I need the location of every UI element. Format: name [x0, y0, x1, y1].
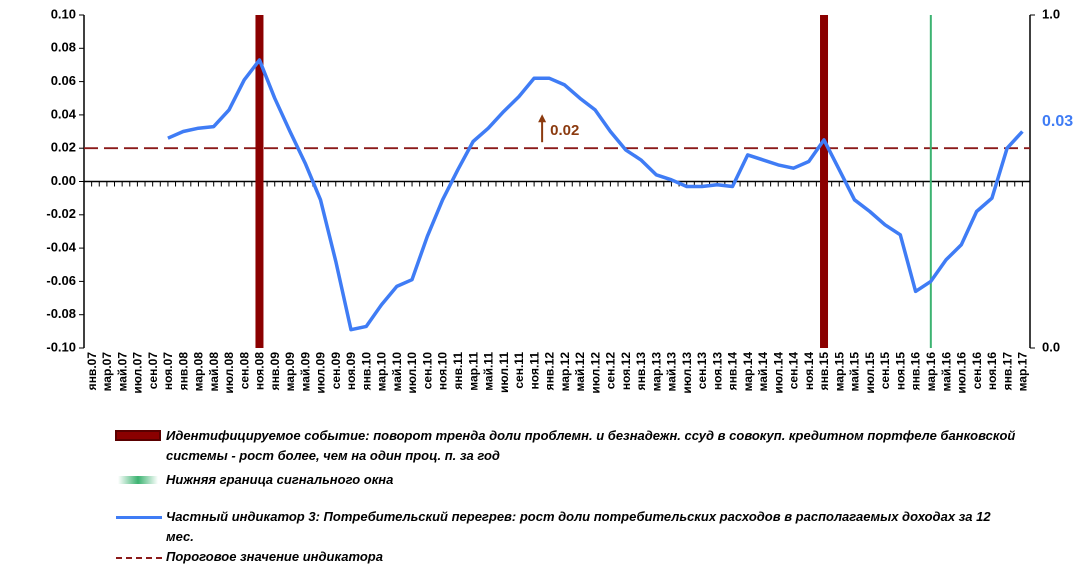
x-tick-label: сен.09 [329, 352, 343, 390]
x-tick-label: мар.14 [741, 352, 755, 392]
x-tick-label: май.07 [115, 352, 129, 392]
x-tick-label: май.16 [939, 352, 953, 392]
threshold-label: 0.02 [550, 122, 579, 139]
x-tick-label: сен.16 [970, 352, 984, 390]
x-tick-label: июл.12 [588, 352, 602, 394]
chart: -0.10 -0.08 -0.06 -0.04 -0.02 0.00 0.02 0.04 0.0… [46, 6, 1073, 394]
y-tick-label: 0.08 [51, 40, 76, 55]
x-tick-label: мар.17 [1016, 352, 1030, 392]
x-tick-label: июл.09 [314, 352, 328, 394]
x-tick-label: май.10 [390, 352, 404, 392]
x-tick-label: мар.11 [466, 352, 480, 391]
y-tick-label: 0.02 [51, 140, 76, 155]
legend-series: Частный индикатор 3: Потребительский пер… [166, 509, 991, 544]
y-tick-label: -0.02 [46, 206, 76, 221]
x-tick-label: сен.13 [695, 352, 709, 390]
x-tick-label: янв.09 [268, 352, 282, 391]
x-tick-label: янв.17 [1000, 352, 1014, 391]
x-tick-label: июл.14 [771, 352, 785, 394]
legend-event: Идентифицируемое событие: поворот тренда… [166, 428, 1016, 463]
x-tick-label: мар.12 [558, 352, 572, 392]
x-tick-label: сен.08 [237, 352, 251, 390]
x-tick-label: мар.08 [192, 352, 206, 392]
x-tick-label: янв.07 [85, 352, 99, 391]
x-tick-label: ноя.07 [161, 352, 175, 390]
x-tick-label: июл.16 [955, 352, 969, 394]
x-tick-label: янв.13 [634, 352, 648, 391]
x-tick-label: май.11 [482, 352, 496, 391]
y-tick-label: 0.06 [51, 73, 76, 88]
x-tick-label: ноя.15 [893, 352, 907, 390]
x-tick-label: сен.10 [420, 352, 434, 390]
x-tick-label: мар.13 [649, 352, 663, 392]
y-tick-label: -0.04 [46, 240, 76, 255]
x-tick-label: июл.07 [131, 352, 145, 394]
end-value-label: 0.03 [1042, 113, 1073, 130]
x-tick-label: сен.11 [512, 352, 526, 389]
x-tick-label: янв.10 [359, 352, 373, 391]
y-tick-label: 0.00 [51, 173, 76, 188]
x-tick-label: мар.10 [375, 352, 389, 392]
y-tick-label: -0.10 [46, 339, 76, 354]
x-tick-label: май.13 [665, 352, 679, 392]
x-tick-label: мар.07 [100, 352, 114, 392]
x-tick-label: мар.09 [283, 352, 297, 392]
x-tick-label: ноя.13 [710, 352, 724, 390]
x-tick-label: май.14 [756, 352, 770, 392]
x-tick-label: ноя.16 [985, 352, 999, 390]
x-tick-label: янв.11 [451, 352, 465, 390]
x-tick-label: ноя.12 [619, 352, 633, 390]
x-tick-label: июл.08 [222, 352, 236, 394]
x-tick-label: сен.14 [787, 352, 801, 390]
x-tick-label: июл.15 [863, 352, 877, 394]
legend-signal: Нижняя граница сигнального окна [166, 472, 394, 487]
x-tick-label: июл.10 [405, 352, 419, 394]
x-tick-label: ноя.10 [436, 352, 450, 390]
x-tick-label: янв.15 [817, 352, 831, 391]
x-tick-label: сен.15 [878, 352, 892, 390]
x-tick-label: июл.11 [497, 352, 511, 393]
x-tick-label: янв.14 [726, 352, 740, 391]
x-tick-label: сен.07 [146, 352, 160, 390]
y-tick-label: 0.10 [51, 6, 76, 21]
x-tick-label: июл.13 [680, 352, 694, 394]
y-tick-label: -0.08 [46, 306, 76, 321]
series-line [167, 58, 1024, 332]
legend-threshold: Пороговое значение индикатора [166, 549, 383, 564]
legend-swatch-event [115, 430, 161, 441]
x-tick-label: май.15 [848, 352, 862, 392]
x-tick-label: янв.08 [176, 352, 190, 391]
x-tick-label: ноя.14 [802, 352, 816, 390]
y2-tick-label: 1.0 [1042, 6, 1060, 21]
threshold-arrow-head [538, 114, 547, 123]
legend-swatch-threshold [116, 557, 162, 559]
x-tick-label: мар.16 [924, 352, 938, 392]
x-tick-label: сен.12 [604, 352, 618, 390]
y2-tick-label: 0.0 [1042, 339, 1060, 354]
x-tick-label: янв.16 [909, 352, 923, 391]
y-tick-label: 0.04 [51, 106, 77, 121]
y-tick-label: -0.06 [46, 273, 76, 288]
x-tick-label: мар.15 [832, 352, 846, 392]
legend-swatch-signal [118, 476, 158, 484]
x-tick-label: май.09 [298, 352, 312, 392]
x-tick-label: май.12 [573, 352, 587, 392]
x-tick-label: ноя.09 [344, 352, 358, 390]
x-tick-label: ноя.08 [253, 352, 267, 390]
legend-swatch-series [116, 516, 162, 519]
x-tick-label: ноя.11 [527, 352, 541, 390]
x-tick-label: май.08 [207, 352, 221, 392]
x-tick-label: янв.12 [543, 352, 557, 391]
